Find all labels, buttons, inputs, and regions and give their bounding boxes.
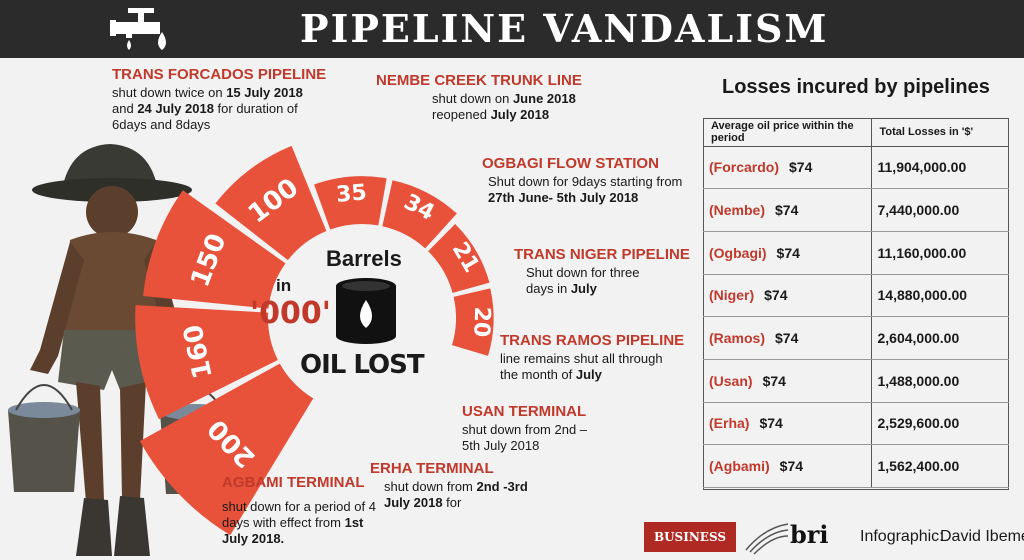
pipeline-desc: Shut down for three days in July — [526, 264, 640, 296]
fan-segment — [314, 176, 387, 230]
pipeline-label-agbami: AGBAMI TERMINAL shut down for a period o… — [222, 474, 382, 548]
pipeline-short-name: (Ramos) — [709, 330, 766, 347]
fan-segment — [428, 224, 490, 293]
total-loss-cell: 7,440,000.00 — [871, 188, 1009, 232]
oil-price: $74 — [764, 287, 788, 304]
fan-segment — [143, 190, 286, 309]
valve-oil-drop-icon — [110, 8, 166, 50]
total-loss-cell: 14,880,000.00 — [871, 274, 1009, 318]
pipeline-short-name: (Usan) — [709, 372, 753, 389]
oil-lost-label: OIL LOST — [300, 350, 425, 380]
pipeline-name: TRANS NIGER PIPELINE — [514, 246, 690, 263]
fan-segment — [135, 305, 278, 420]
oil-price: $74 — [776, 244, 800, 261]
in-label: in — [276, 276, 292, 295]
pipeline-short-name: (Nembe) — [709, 202, 766, 219]
pipeline-price-cell: (Ramos) $74 — [703, 316, 872, 360]
table-row: (Ogbagi) $74 11,160,000.00 — [703, 231, 1009, 275]
segment-value-label: 35 — [335, 180, 368, 208]
footer: BUSINESS DAY bri Infographic: David Ibem… — [640, 520, 1024, 560]
pipeline-name: TRANS RAMOS PIPELINE — [500, 332, 685, 349]
fan-segment — [452, 288, 494, 356]
column-header: Total Losses in '$' — [871, 118, 1009, 147]
table-header-row: Average oil price within the period Tota… — [703, 118, 1009, 147]
thousand-label: '000' — [250, 296, 331, 331]
total-loss-cell: 1,562,400.00 — [871, 444, 1009, 488]
total-loss-cell: 11,904,000.00 — [871, 146, 1009, 190]
pipeline-label-erha: ERHA TERMINAL shut down from 2nd -3rd Ju… — [370, 460, 560, 511]
pipeline-short-name: (Agbami) — [709, 458, 770, 475]
oil-price: $74 — [779, 458, 804, 475]
table-row: (Usan) $74 1,488,000.00 — [703, 359, 1009, 403]
pipeline-desc: shut down from 2nd –5th July 2018 — [462, 421, 588, 453]
credit-name: David Ibemere — [940, 528, 1024, 545]
oil-price: $74 — [762, 372, 786, 389]
businessday-logo: BUSINESS DAY — [644, 522, 736, 552]
pipeline-name: AGBAMI TERMINAL — [222, 474, 365, 491]
header-bar: PIPELINE VANDALISM — [0, 0, 1024, 58]
pipeline-desc: shut down from 2nd -3rd July 2018 for — [384, 478, 528, 510]
table-row: (Ramos) $74 2,604,000.00 — [703, 316, 1009, 360]
pipeline-label-forcados: TRANS FORCADOS PIPELINE shut down twice … — [112, 66, 327, 134]
pipeline-price-cell: (Niger) $74 — [703, 274, 872, 318]
oil-barrel-icon — [336, 278, 396, 344]
pipeline-price-cell: (Forcardo) $74 — [703, 146, 872, 190]
fan-segment — [382, 180, 457, 249]
losses-table: Average oil price within the period Tota… — [703, 118, 1009, 488]
pipeline-price-cell: (Nembe) $74 — [703, 188, 872, 232]
total-loss-cell: 2,529,600.00 — [871, 402, 1009, 446]
pipeline-desc: shut down on June 2018 reopened July 201… — [432, 90, 576, 122]
total-loss-cell: 1,488,000.00 — [871, 359, 1009, 403]
fan-segment — [139, 363, 314, 536]
fan-segment — [215, 145, 327, 261]
pipeline-name: NEMBE CREEK TRUNK LINE — [376, 72, 582, 89]
pipeline-label-nembe: NEMBE CREEK TRUNK LINE shut down on June… — [376, 72, 582, 123]
pipeline-name: ERHA TERMINAL — [370, 460, 494, 477]
table-row: (Niger) $74 14,880,000.00 — [703, 274, 1009, 318]
bri-logo-text: bri — [790, 520, 829, 549]
pipeline-label-niger: TRANS NIGER PIPELINE Shut down for three… — [514, 246, 690, 297]
total-loss-cell: 2,604,000.00 — [871, 316, 1009, 360]
oil-price: $74 — [759, 415, 783, 432]
pipeline-short-name: (Forcardo) — [709, 159, 779, 176]
pipeline-short-name: (Ogbagi) — [709, 244, 767, 261]
losses-table-title: Losses incured by pipelines — [722, 76, 990, 98]
pipeline-label-ogbagi: OGBAGI FLOW STATION Shut down for 9days … — [482, 155, 687, 206]
pipeline-label-ramos: TRANS RAMOS PIPELINE line remains shut a… — [500, 332, 685, 383]
oil-price: $74 — [775, 330, 799, 347]
table-row: (Erha) $74 2,529,600.00 — [703, 402, 1009, 446]
pipeline-name: OGBAGI FLOW STATION — [482, 155, 659, 172]
table-row: (Nembe) $74 7,440,000.00 — [703, 188, 1009, 232]
pipeline-short-name: (Niger) — [709, 287, 755, 304]
pipeline-desc: shut down for a period of 4 days with ef… — [222, 498, 376, 547]
pipeline-desc: line remains shut all through the month … — [500, 350, 663, 382]
column-header: Average oil price within the period — [703, 118, 872, 147]
pipeline-price-cell: (Agbami) $74 — [703, 444, 872, 488]
segment-value-label: 20 — [468, 306, 494, 337]
oil-price: $74 — [789, 159, 813, 176]
pipeline-desc: Shut down for 9days starting from 27th J… — [488, 173, 683, 205]
table-row: (Forcardo) $74 11,904,000.00 — [703, 146, 1009, 190]
bri-logo — [745, 523, 789, 555]
pipeline-name: USAN TERMINAL — [462, 403, 587, 420]
pipeline-label-usan: USAN TERMINAL shut down from 2nd –5th Ju… — [462, 403, 602, 454]
pipeline-price-cell: (Erha) $74 — [703, 402, 872, 446]
pipeline-short-name: (Erha) — [709, 415, 750, 432]
table-row: (Agbami) $74 1,562,400.00 — [703, 444, 1009, 488]
pipeline-name: TRANS FORCADOS PIPELINE — [112, 66, 327, 83]
page-title: PIPELINE VANDALISM — [300, 6, 829, 51]
pipeline-price-cell: (Ogbagi) $74 — [703, 231, 872, 275]
credit-label: Infographic: — [860, 528, 944, 545]
barrels-label: Barrels — [326, 246, 402, 271]
oil-price: $74 — [775, 202, 799, 219]
pipeline-price-cell: (Usan) $74 — [703, 359, 872, 403]
pipeline-desc: shut down twice on 15 July 2018 and 24 J… — [112, 84, 303, 133]
total-loss-cell: 11,160,000.00 — [871, 231, 1009, 275]
